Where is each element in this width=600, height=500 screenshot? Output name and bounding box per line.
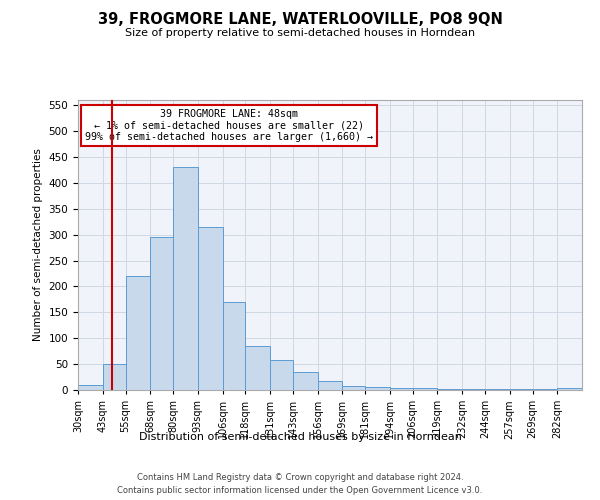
Text: 39, FROGMORE LANE, WATERLOOVILLE, PO8 9QN: 39, FROGMORE LANE, WATERLOOVILLE, PO8 9Q… — [98, 12, 502, 28]
Bar — [150, 237, 173, 390]
Text: Contains public sector information licensed under the Open Government Licence v3: Contains public sector information licen… — [118, 486, 482, 495]
Y-axis label: Number of semi-detached properties: Number of semi-detached properties — [33, 148, 43, 342]
Text: 39 FROGMORE LANE: 48sqm
← 1% of semi-detached houses are smaller (22)
99% of sem: 39 FROGMORE LANE: 48sqm ← 1% of semi-det… — [85, 108, 373, 142]
Bar — [103, 364, 125, 390]
Bar — [223, 302, 245, 390]
Bar — [270, 360, 293, 390]
Bar — [557, 388, 582, 390]
Bar — [173, 168, 198, 390]
Bar — [317, 381, 343, 390]
Bar — [245, 346, 270, 390]
Bar — [125, 276, 150, 390]
Bar — [413, 388, 437, 390]
Bar — [293, 372, 317, 390]
Bar — [390, 388, 413, 390]
Text: Distribution of semi-detached houses by size in Horndean: Distribution of semi-detached houses by … — [139, 432, 461, 442]
Text: Contains HM Land Registry data © Crown copyright and database right 2024.: Contains HM Land Registry data © Crown c… — [137, 472, 463, 482]
Text: Size of property relative to semi-detached houses in Horndean: Size of property relative to semi-detach… — [125, 28, 475, 38]
Bar — [198, 227, 223, 390]
Bar — [343, 386, 365, 390]
Bar — [365, 388, 390, 390]
Bar — [78, 385, 103, 390]
